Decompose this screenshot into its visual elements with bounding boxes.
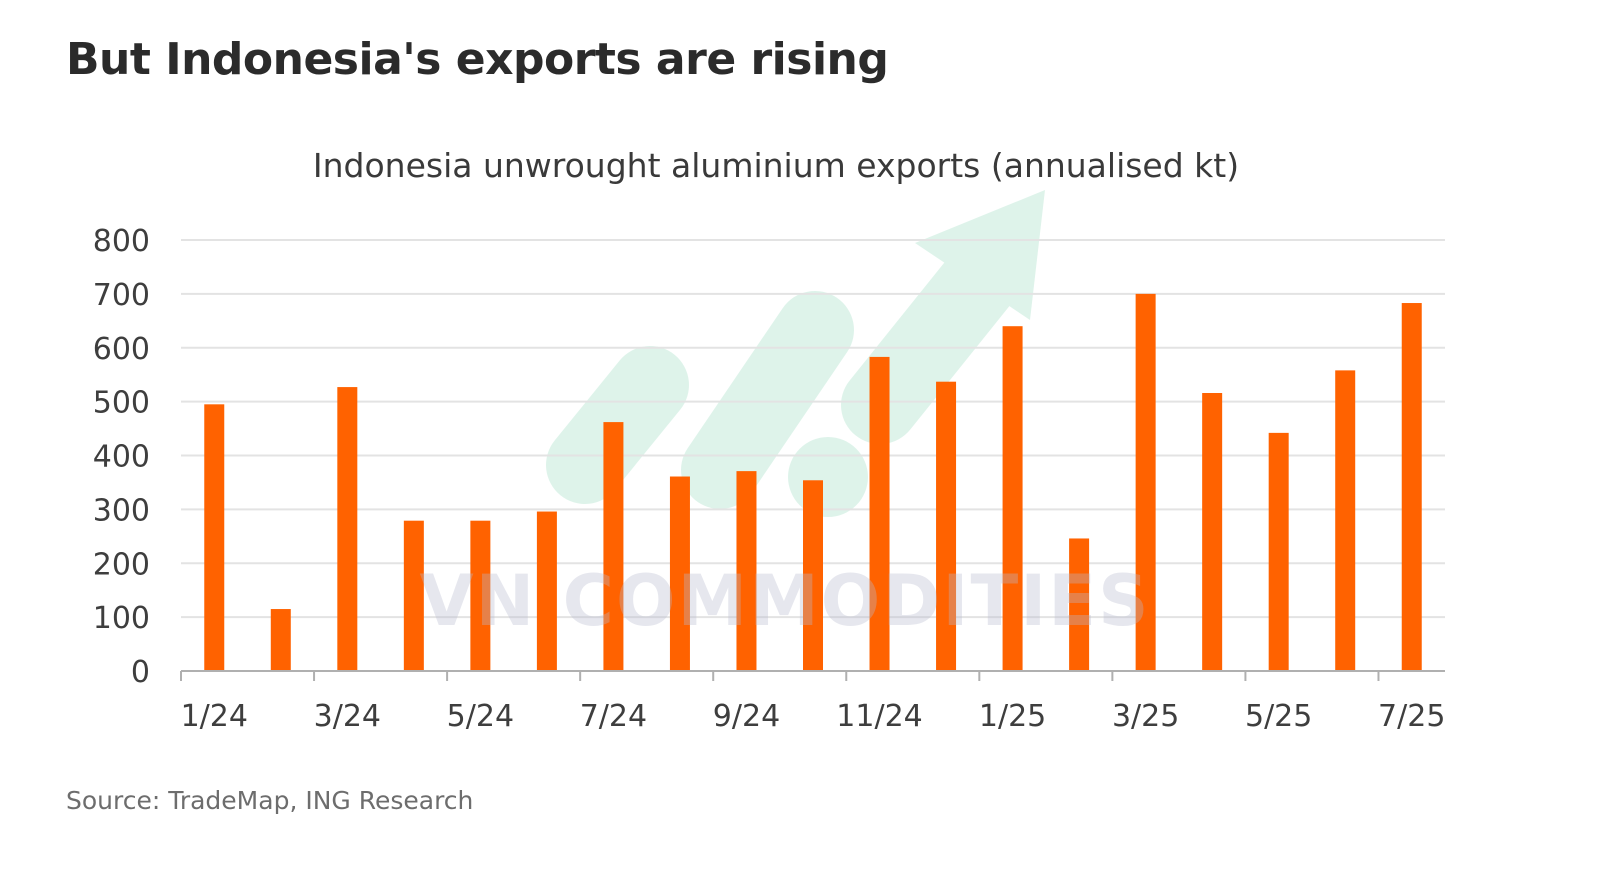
bar [1335,370,1356,671]
bar [470,520,491,671]
y-axis-ticks: 0 100 200 300 400 500 600 700 800 [93,224,150,690]
bar [1268,432,1289,671]
watermark-arrow-head [915,190,1045,320]
y-tick-label: 400 [93,440,150,475]
bar [869,356,890,671]
watermark-text: VN COMMODITIES [419,560,1150,642]
bar [337,387,358,671]
bar [1401,303,1422,671]
x-tick-label: 1/25 [979,699,1046,734]
bar [1202,393,1223,671]
x-tick-label: 7/24 [580,699,647,734]
y-tick-label: 800 [93,224,150,259]
x-tick-label: 3/24 [314,699,381,734]
y-tick-label: 0 [131,655,150,690]
watermark-arrow-stroke [681,291,854,509]
bar [803,480,823,671]
bar [936,381,957,671]
bar [403,520,424,671]
x-tick-label: 11/24 [836,699,922,734]
source-note: Source: TradeMap, ING Research [66,786,474,815]
y-tick-label: 200 [93,547,150,582]
chart-title: Indonesia unwrought aluminium exports (a… [313,146,1239,185]
bar [1135,293,1156,671]
watermark-arrow-icon [546,190,1045,517]
bar [536,511,557,671]
x-tick-label: 5/24 [447,699,514,734]
page-title: But Indonesia's exports are rising [66,34,889,85]
y-tick-label: 100 [93,601,150,636]
x-tick-label: 3/25 [1112,699,1179,734]
watermark-arrow-stroke [841,229,1029,444]
watermark-arrow-dot [788,437,868,517]
x-tick-label: 9/24 [713,699,780,734]
x-axis-ticks: 1/24 3/24 5/24 7/24 9/24 11/24 1/25 3/25 5/25 7/2… [180,671,1445,734]
bar [603,422,624,671]
bar [1002,326,1023,671]
y-tick-label: 300 [93,493,150,528]
bars [204,293,1422,671]
x-tick-label: 5/25 [1245,699,1312,734]
bar [669,476,690,671]
bar [736,471,757,671]
x-tick-label: 1/24 [181,699,248,734]
bar [204,404,225,671]
y-tick-label: 700 [93,278,150,313]
bar [270,609,291,671]
y-tick-label: 500 [93,386,150,421]
y-tick-label: 600 [93,332,150,367]
x-tick-label: 7/25 [1378,699,1445,734]
bar [1069,538,1090,671]
